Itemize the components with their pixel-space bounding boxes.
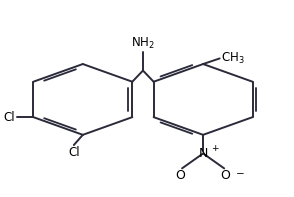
Text: N: N (198, 147, 208, 160)
Text: +: + (211, 144, 218, 153)
Text: Cl: Cl (4, 111, 15, 124)
Text: Cl: Cl (68, 146, 80, 159)
Text: O: O (176, 169, 186, 182)
Text: −: − (235, 169, 244, 179)
Text: CH$_3$: CH$_3$ (221, 51, 245, 66)
Text: O: O (221, 169, 230, 182)
Text: NH$_2$: NH$_2$ (131, 36, 155, 51)
